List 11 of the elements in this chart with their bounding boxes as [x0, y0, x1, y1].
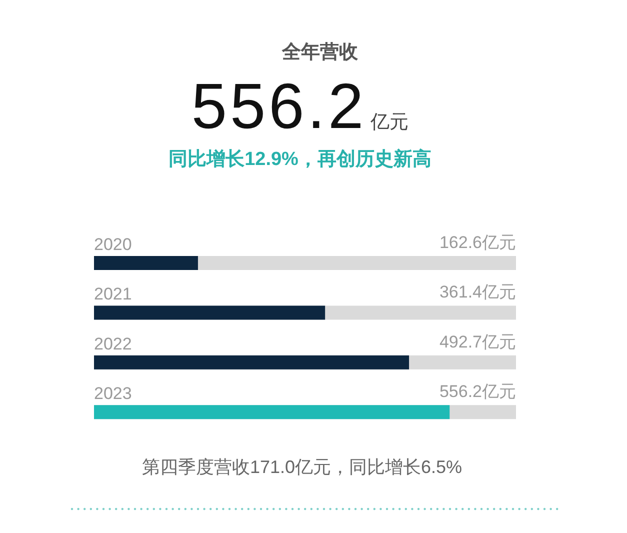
y-tick-label: 2022 [94, 334, 132, 354]
text: 同比增长12.9%，再创历史新高 [168, 148, 432, 170]
data-label: 556.2亿元 [439, 382, 516, 402]
data-label: 492.7亿元 [439, 332, 516, 352]
y-tick-label: 2020 [94, 235, 132, 254]
text: 第四季度营收171.0亿元，同比增长6.5% [142, 457, 462, 477]
y-tick-label: 2023 [94, 384, 132, 404]
y-tick-label: 2021 [94, 284, 132, 304]
data-label: 361.4亿元 [439, 282, 516, 302]
chart-title: 全年营收 [281, 41, 359, 63]
data-label: 162.6亿元 [439, 233, 516, 252]
